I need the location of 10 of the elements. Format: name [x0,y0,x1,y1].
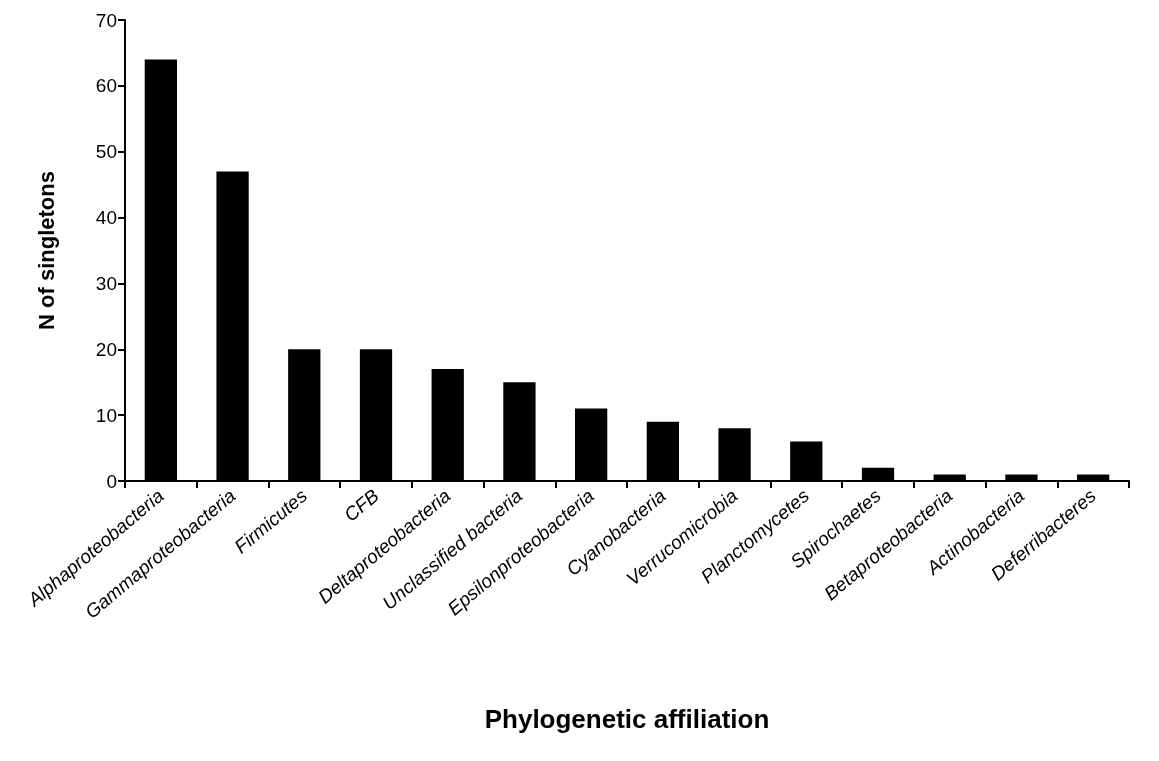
y-tick-label: 40 [95,207,117,229]
y-tick-label: 50 [95,141,117,163]
y-tick-label: 60 [95,75,117,97]
y-tick-label: 20 [95,338,117,360]
x-axis-title: Phylogenetic affiliation [484,704,770,734]
y-tick-label: 30 [95,272,117,294]
y-tick-label: 10 [95,404,117,426]
y-tick-label: 70 [95,9,117,31]
y-tick-label: 0 [106,470,117,492]
y-axis-title: N of singletons [33,171,59,330]
